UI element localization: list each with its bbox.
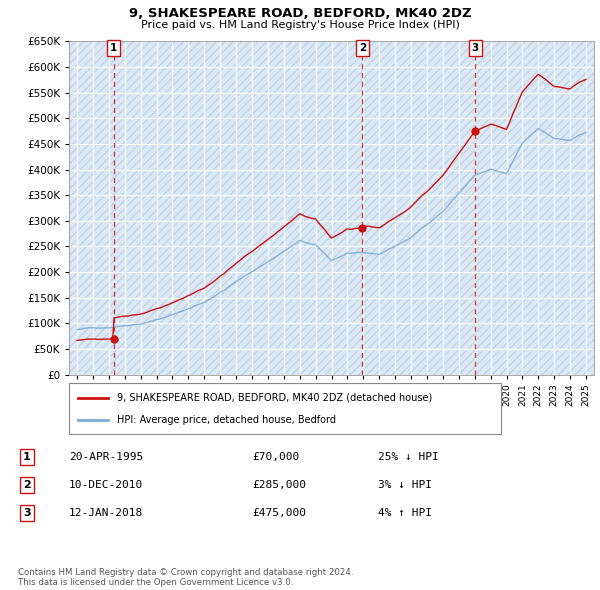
Text: 3: 3 xyxy=(23,509,31,518)
Text: HPI: Average price, detached house, Bedford: HPI: Average price, detached house, Bedf… xyxy=(116,415,335,425)
Text: £285,000: £285,000 xyxy=(252,480,306,490)
Text: 9, SHAKESPEARE ROAD, BEDFORD, MK40 2DZ (detached house): 9, SHAKESPEARE ROAD, BEDFORD, MK40 2DZ (… xyxy=(116,392,432,402)
Text: 1: 1 xyxy=(110,43,117,53)
Text: 3% ↓ HPI: 3% ↓ HPI xyxy=(378,480,432,490)
Text: 9, SHAKESPEARE ROAD, BEDFORD, MK40 2DZ: 9, SHAKESPEARE ROAD, BEDFORD, MK40 2DZ xyxy=(128,7,472,20)
Text: 2: 2 xyxy=(359,43,366,53)
Text: 2: 2 xyxy=(23,480,31,490)
Text: Price paid vs. HM Land Registry's House Price Index (HPI): Price paid vs. HM Land Registry's House … xyxy=(140,20,460,30)
Text: 10-DEC-2010: 10-DEC-2010 xyxy=(69,480,143,490)
Text: £70,000: £70,000 xyxy=(252,453,299,462)
Text: 4% ↑ HPI: 4% ↑ HPI xyxy=(378,509,432,518)
Text: £475,000: £475,000 xyxy=(252,509,306,518)
Text: 3: 3 xyxy=(472,43,479,53)
Text: 25% ↓ HPI: 25% ↓ HPI xyxy=(378,453,439,462)
Text: 12-JAN-2018: 12-JAN-2018 xyxy=(69,509,143,518)
FancyBboxPatch shape xyxy=(69,384,501,434)
Text: Contains HM Land Registry data © Crown copyright and database right 2024.
This d: Contains HM Land Registry data © Crown c… xyxy=(18,568,353,587)
Text: 1: 1 xyxy=(23,453,31,462)
Text: 20-APR-1995: 20-APR-1995 xyxy=(69,453,143,462)
